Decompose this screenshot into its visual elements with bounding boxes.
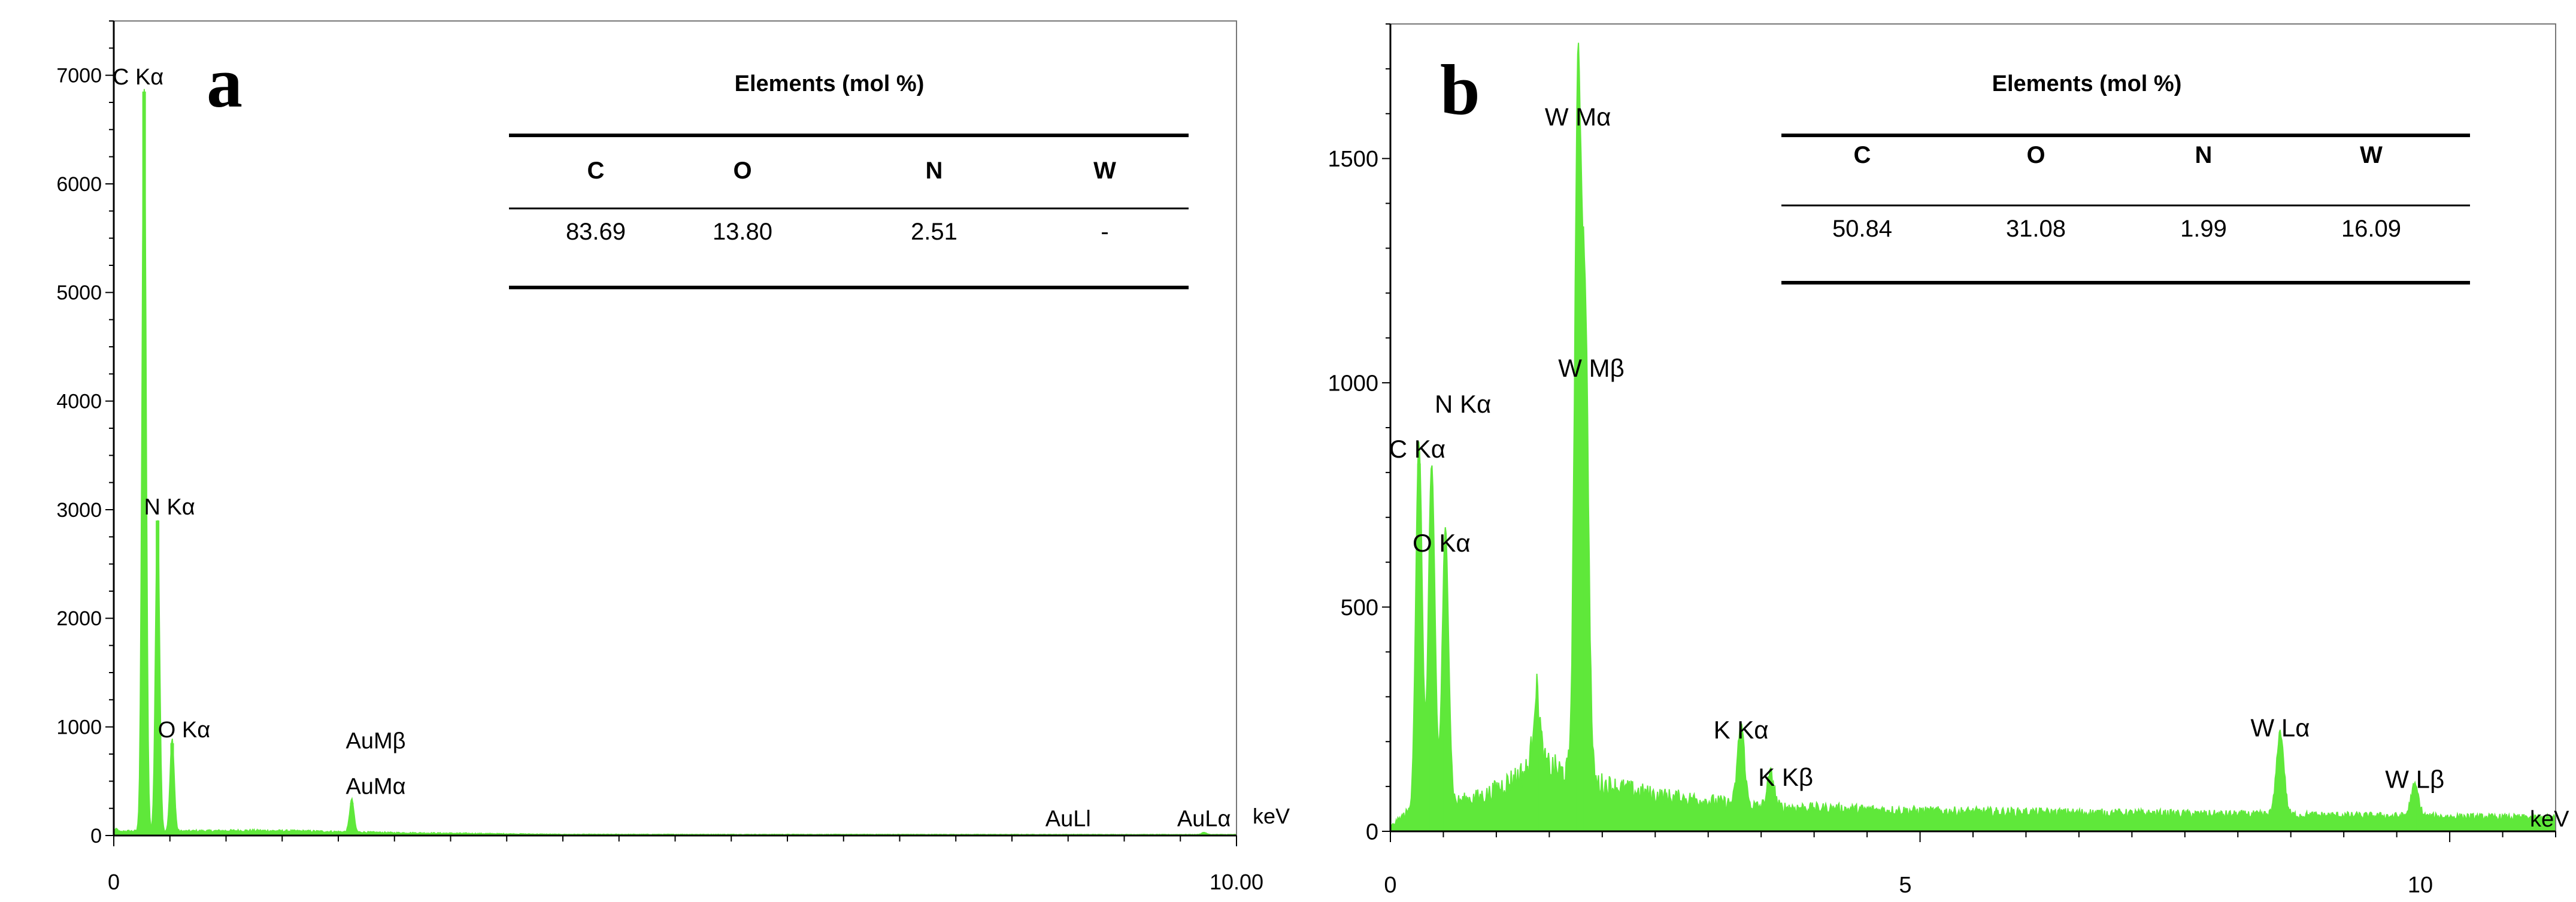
peak-annotation: K Kβ — [1758, 763, 1813, 791]
peak-annotation: W Lα — [2251, 713, 2310, 741]
panel-b-x-unit: keV — [2530, 807, 2569, 832]
panel-a-x-tick-label-10: 10.00 — [1210, 870, 1263, 894]
peak-annotation: W Mβ — [1558, 354, 1624, 382]
panel-a-table-header-n: N — [926, 158, 943, 184]
peak-annotation: O Kα — [1413, 529, 1471, 557]
panel-a-annotations: C Kα N Kα O Kα AuMβ AuMα AuLl AuLα — [113, 65, 1231, 832]
panel-b-x-tick-label-10: 10 — [2408, 873, 2433, 898]
peak-annotation: W Lβ — [2385, 765, 2444, 794]
panel-b-x-tick-label-5: 5 — [1899, 873, 1911, 898]
peak-annotation: AuMα — [346, 774, 405, 800]
peak-annotation: O Kα — [158, 718, 210, 743]
panel-a-composition-table: Elements (mol %) C O N W 83.69 13.80 2.5… — [509, 71, 1189, 289]
panel-b-label: b — [1440, 50, 1480, 129]
panel-b-table-header-c: C — [1854, 142, 1871, 168]
panel-b-table-title: Elements (mol %) — [1992, 71, 2182, 96]
panel-b-table-header-o: O — [2026, 142, 2045, 168]
panel-a-table-value-w: - — [1101, 219, 1108, 245]
peak-annotation: W Mα — [1545, 103, 1611, 131]
panel-b-composition-table: Elements (mol %) C O N W 50.84 31.08 1.9… — [1781, 71, 2470, 284]
panel-b-y-ticks: 0 500 1000 1500 — [1328, 23, 1390, 845]
y-tick-label: 1000 — [56, 716, 102, 739]
panel-a-table-header-o: O — [733, 158, 751, 184]
panel-a-table-value-n: 2.51 — [911, 219, 957, 245]
panel-b-table-value-w: 16.09 — [2341, 216, 2401, 242]
y-tick-label: 3000 — [56, 499, 102, 522]
panel-b-table-value-o: 31.08 — [2006, 216, 2066, 242]
peak-annotation: C Kα — [1389, 435, 1445, 463]
panel-b-x-tick-label-0: 0 — [1384, 873, 1396, 898]
peak-annotation: AuLl — [1045, 806, 1091, 831]
panel-a-x-ticks — [113, 836, 1237, 846]
panel-b-table-value-c: 50.84 — [1832, 216, 1892, 242]
panel-a-label: a — [207, 43, 243, 122]
panel-a-table-header-c: C — [587, 158, 605, 184]
panel-a-table-title: Elements (mol %) — [735, 71, 925, 96]
y-tick-label: 5000 — [56, 282, 102, 304]
panel-b: 0 500 1000 1500 N Kα C Kα O Kα W Mα W Mβ K Kα K K… — [1328, 23, 2569, 898]
y-tick-label: 0 — [1366, 819, 1378, 845]
spectrum-trace — [1390, 43, 2556, 832]
y-tick-label: 4000 — [56, 391, 102, 413]
peak-annotation: AuMβ — [346, 728, 406, 753]
panel-b-table-value-n: 1.99 — [2180, 216, 2227, 242]
y-tick-label: 6000 — [56, 173, 102, 196]
panel-a-table-header-w: W — [1093, 158, 1116, 184]
panel-b-table-header-n: N — [2195, 142, 2213, 168]
panel-b-annotations: N Kα C Kα O Kα W Mα W Mβ K Kα K Kβ W Lα W Lβ — [1389, 103, 2444, 794]
y-tick-label: 0 — [90, 825, 102, 847]
panel-a-x-unit: keV — [1253, 804, 1290, 828]
panel-a-table-value-o: 13.80 — [713, 219, 772, 245]
panel-a: 0 1000 2000 3000 4000 5000 6000 7000 C Kα N Kα O … — [56, 20, 1290, 894]
y-tick-label: 1000 — [1328, 371, 1378, 396]
peak-annotation: N Kα — [144, 495, 195, 520]
panel-a-x-tick-label-0: 0 — [108, 870, 120, 894]
peak-annotation: N Kα — [1435, 390, 1491, 418]
y-tick-label: 2000 — [56, 607, 102, 630]
peak-annotation: C Kα — [113, 65, 163, 90]
y-tick-label: 1500 — [1328, 147, 1378, 172]
peak-annotation: K Kα — [1714, 716, 1769, 744]
y-tick-label: 7000 — [56, 65, 102, 87]
panel-b-x-ticks — [1390, 831, 2556, 842]
panel-b-table-header-w: W — [2360, 142, 2383, 168]
panel-b-spectrum — [1390, 43, 2556, 832]
peak-annotation: AuLα — [1177, 806, 1231, 831]
panel-a-table-value-c: 83.69 — [566, 219, 626, 245]
y-tick-label: 500 — [1341, 595, 1378, 620]
panel-a-y-ticks: 0 1000 2000 3000 4000 5000 6000 7000 — [56, 20, 114, 847]
